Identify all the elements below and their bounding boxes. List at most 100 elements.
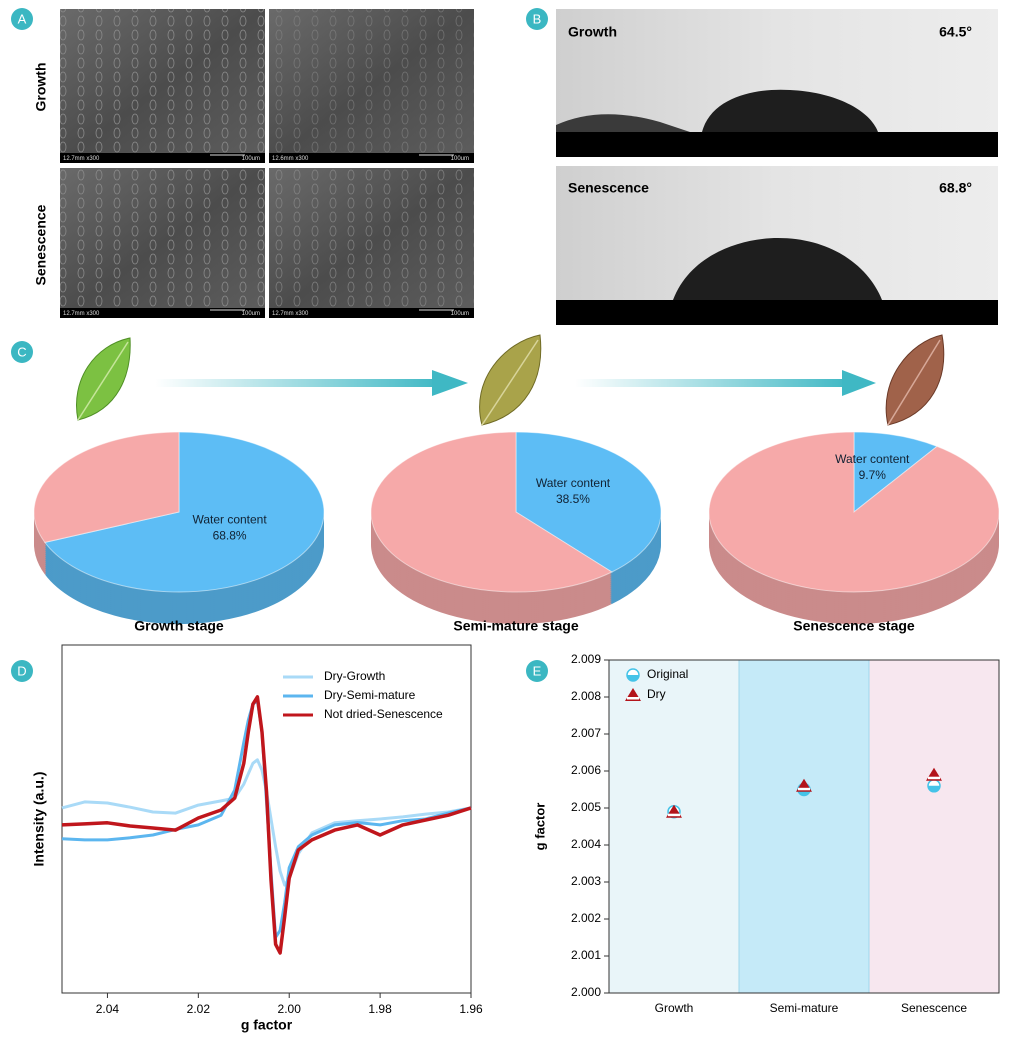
slice-value: 38.5% <box>556 492 590 506</box>
y-tick-label: 2.004 <box>571 837 601 851</box>
micrograph-caption: 12.7mm x300 <box>63 311 100 317</box>
panel-label: A <box>18 11 27 26</box>
sem-images <box>60 9 474 318</box>
y-tick-label: 2.001 <box>571 948 601 962</box>
scale-strip <box>269 308 474 318</box>
shadow <box>556 114 690 132</box>
panel-badge <box>11 660 33 682</box>
scale-label: 100um <box>242 156 260 162</box>
y-axis-label: g factor <box>532 803 547 851</box>
marker-stripe <box>798 787 810 791</box>
y-axis-label: Intensity (a.u.) <box>31 772 47 867</box>
droplet <box>673 238 882 300</box>
category-band <box>609 660 739 993</box>
row-label: Senescence <box>33 204 49 285</box>
scale-strip <box>60 308 265 318</box>
panel-label: E <box>533 663 542 678</box>
marker-bottom <box>928 785 940 792</box>
contact-angle-images <box>556 9 998 325</box>
y-tick-label: 2.006 <box>571 763 601 777</box>
line-series <box>61 695 472 955</box>
leaf-vein <box>887 339 941 426</box>
x-tick-label: 1.98 <box>368 1002 392 1016</box>
leaf-vein <box>77 341 129 421</box>
sem-texture <box>60 168 265 318</box>
y-tick-label: 2.002 <box>571 911 601 925</box>
data-point <box>796 778 812 792</box>
angle-label: 64.5° <box>939 24 972 40</box>
x-axis-label: g factor <box>241 1017 293 1033</box>
row-label: Growth <box>33 63 49 112</box>
legend-label: Original <box>647 667 688 681</box>
panel-badge <box>11 341 33 363</box>
marker-stripe <box>668 813 680 817</box>
sem-texture <box>269 168 474 318</box>
panel-label: D <box>17 663 26 678</box>
panel-label: C <box>17 344 26 359</box>
pie-slice <box>370 431 613 593</box>
y-tick-label: 2.000 <box>571 985 601 999</box>
y-tick-label: 2.009 <box>571 652 601 666</box>
leaf <box>479 334 542 426</box>
legend-label: Dry-Growth <box>324 669 385 683</box>
image-label: Growth <box>568 24 617 40</box>
y-tick-label: 2.003 <box>571 874 601 888</box>
marker-stripe <box>627 697 639 700</box>
legend-label: Dry-Semi-mature <box>324 688 416 702</box>
pie-slice <box>33 431 180 543</box>
pie-title: Growth stage <box>134 618 224 634</box>
plot-frame <box>608 659 1000 994</box>
data-point <box>666 804 682 818</box>
substrate <box>556 132 998 157</box>
sem-texture <box>60 9 265 163</box>
category-band <box>869 660 999 993</box>
plot-frame <box>61 644 472 994</box>
x-tick-label: Semi-mature <box>770 1001 839 1015</box>
x-tick-label: 1.96 <box>459 1002 483 1016</box>
arrow <box>575 379 850 387</box>
slice-label: Water content <box>536 476 611 490</box>
sem-texture <box>269 9 474 163</box>
arrow-head <box>432 370 468 396</box>
micrograph-caption: 12.7mm x300 <box>63 156 100 162</box>
slice-label: Water content <box>835 452 910 466</box>
substrate <box>556 300 998 325</box>
scale-strip <box>60 153 265 163</box>
pie-slice <box>515 431 662 573</box>
marker-stripe <box>928 776 940 780</box>
marker-bottom <box>627 675 639 681</box>
y-tick-label: 2.007 <box>571 726 601 740</box>
slice-value: 9.7% <box>859 468 887 482</box>
legend-marker <box>625 688 641 701</box>
pie-title: Semi-mature stage <box>453 618 578 634</box>
y-tick-label: 2.005 <box>571 800 601 814</box>
x-tick-label: 2.04 <box>96 1002 120 1016</box>
growth-diagram <box>76 334 945 426</box>
arrow-head <box>842 370 876 396</box>
leaf-vein <box>481 339 539 426</box>
pie-slice <box>44 431 325 593</box>
pie-slice <box>853 431 939 514</box>
micrograph-caption: 12.7mm x300 <box>272 311 309 317</box>
legend-label: Not dried-Senescence <box>324 707 443 721</box>
panel-badge <box>526 660 548 682</box>
y-tick-label: 2.008 <box>571 689 601 703</box>
category-band <box>739 660 869 993</box>
x-tick-label: Senescence <box>901 1001 967 1015</box>
x-tick-label: 2.00 <box>278 1002 302 1016</box>
micrograph-caption: 12.6mm x300 <box>272 156 309 162</box>
slice-value: 68.8% <box>213 528 247 542</box>
droplet <box>702 89 878 132</box>
pie-title: Senescence stage <box>793 618 915 634</box>
angle-label: 68.8° <box>939 180 972 196</box>
scale-strip <box>269 153 474 163</box>
legend-marker <box>626 668 640 682</box>
slice-label: Water content <box>192 512 267 526</box>
pie-slice <box>708 431 1000 593</box>
scale-label: 100um <box>242 311 260 317</box>
panel-badge <box>11 8 33 30</box>
arrow <box>155 379 440 387</box>
legend-label: Dry <box>647 687 666 701</box>
x-tick-label: 2.02 <box>187 1002 211 1016</box>
